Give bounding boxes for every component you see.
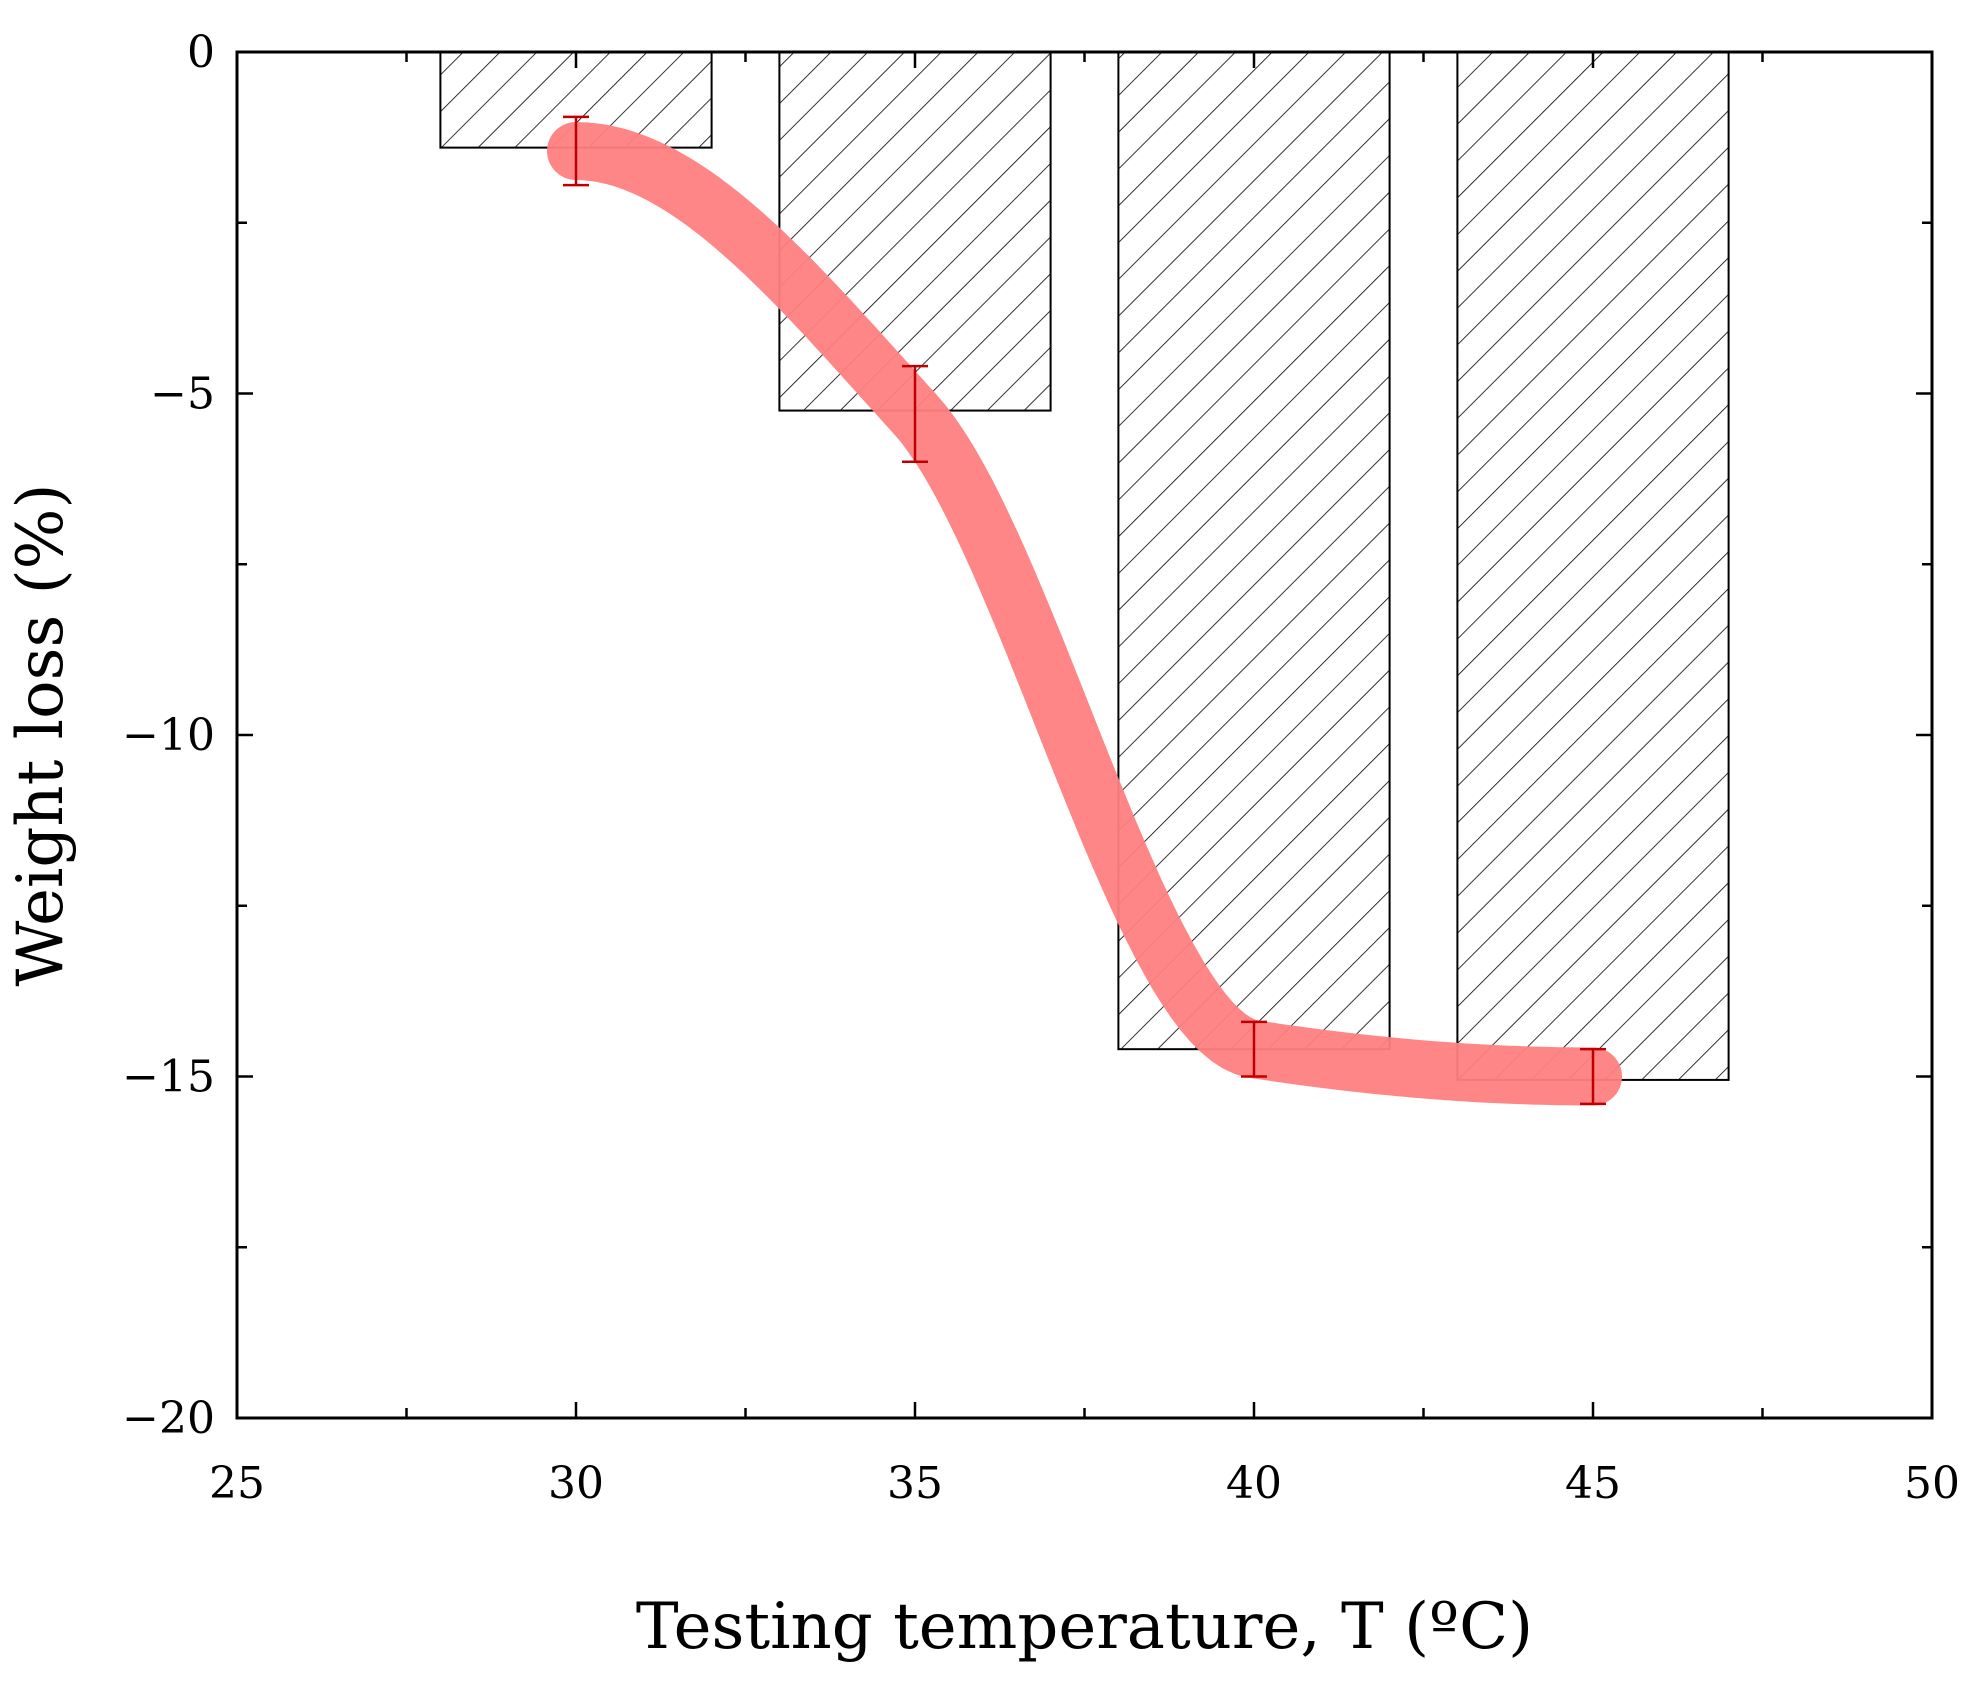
y-tick-label: 0 xyxy=(187,27,215,78)
x-tick-label: 50 xyxy=(1904,1458,1960,1509)
x-tick-label: 30 xyxy=(548,1458,604,1509)
trend-curve-layer xyxy=(547,122,1622,1106)
x-tick-label: 40 xyxy=(1226,1458,1282,1509)
bar-45 xyxy=(1456,51,1730,1081)
error-bar-35 xyxy=(902,364,928,464)
y-tick-label: −20 xyxy=(122,1393,215,1444)
y-tick-label: −5 xyxy=(150,369,215,420)
error-bar-45 xyxy=(1580,1047,1606,1106)
trend-curve xyxy=(547,122,1622,1106)
bars-layer xyxy=(439,51,1730,1081)
y-tick-label: −10 xyxy=(122,710,215,761)
bar-40 xyxy=(1117,51,1391,1051)
y-tick-label: −15 xyxy=(122,1052,215,1103)
x-tick-label: 45 xyxy=(1565,1458,1621,1509)
bar-35 xyxy=(778,51,1052,412)
error-bars-layer xyxy=(563,115,1606,1106)
error-bar-40 xyxy=(1241,1020,1267,1078)
ticks-layer: 25 30 35 40 45 50 0 −5 −10 −15 −20 xyxy=(122,27,1960,1509)
error-bar-30 xyxy=(563,115,589,187)
x-axis-title: Testing temperature, T (ºC) xyxy=(636,1590,1533,1664)
y-axis-title: Weight loss (%) xyxy=(4,484,78,987)
x-tick-label: 25 xyxy=(209,1458,265,1509)
x-tick-label: 35 xyxy=(887,1458,943,1509)
